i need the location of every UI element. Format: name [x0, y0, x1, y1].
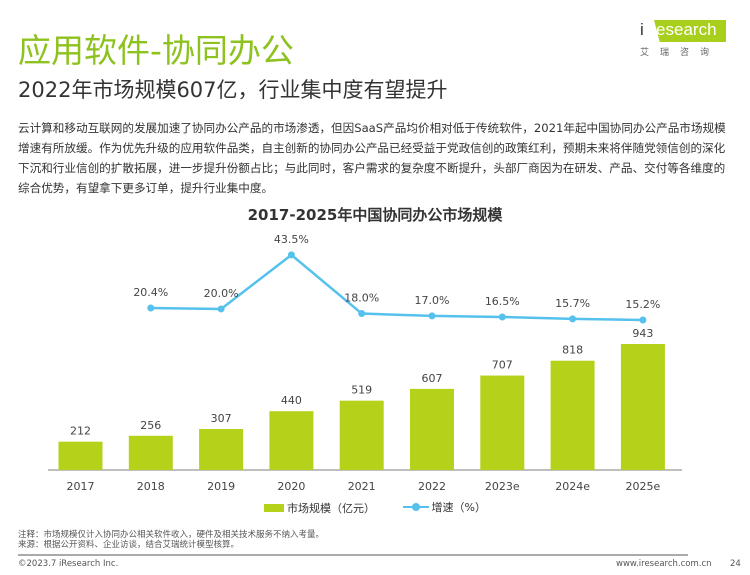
growth-point: [217, 305, 225, 313]
growth-value-label: 15.2%: [625, 298, 660, 311]
x-tick-label: 2024e: [555, 480, 590, 493]
growth-point: [639, 316, 647, 324]
bar-value-label: 212: [70, 425, 91, 438]
bar: [480, 375, 525, 470]
growth-value-label: 16.5%: [485, 295, 520, 308]
growth-value-label: 20.0%: [204, 287, 239, 300]
legend-bar-swatch: [264, 504, 285, 512]
legend-label: 市场规模（亿元）: [287, 502, 376, 515]
legend-label: 增速（%）: [431, 501, 486, 514]
growth-point: [428, 312, 436, 320]
bar: [199, 428, 244, 470]
chart-title: 2017-2025年中国协同办公市场规模: [247, 206, 503, 224]
x-tick-label: 2019: [207, 480, 235, 493]
growth-value-label: 20.4%: [133, 286, 168, 299]
growth-point: [498, 313, 506, 321]
bar-value-label: 943: [632, 327, 653, 340]
bar: [620, 344, 665, 470]
legend-line-swatch: [402, 502, 429, 512]
growth-value-label: 18.0%: [344, 292, 379, 305]
source-text: 来源：根据公开资料、企业访谈，结合艾瑞统计模型核算。: [18, 540, 240, 550]
notes: 注释：市场规模仅计入协同办公相关软件收入，硬件及相关技术服务不纳入考量。 来源：…: [18, 530, 324, 550]
growth-line: [150, 253, 643, 322]
copyright: ©2023.7 iResearch Inc.: [18, 559, 119, 569]
x-tick-label: 2017: [67, 480, 95, 493]
x-tick-label: 2020: [277, 480, 305, 493]
bar-value-label: 818: [562, 344, 583, 357]
bar-value-label: 607: [422, 372, 443, 385]
growth-value-label: 17.0%: [415, 294, 450, 307]
bar-value-label: 440: [281, 394, 302, 407]
x-tick-label: 2025e: [626, 480, 661, 493]
bar: [58, 441, 103, 470]
growth-point: [569, 315, 577, 323]
growth-point: [358, 310, 366, 318]
growth-value-label: 43.5%: [274, 233, 309, 246]
growth-point: [287, 251, 295, 259]
bar: [410, 388, 454, 470]
footer-divider: [18, 554, 688, 556]
note-text: 注释：市场规模仅计入协同办公相关软件收入，硬件及相关技术服务不纳入考量。: [18, 530, 325, 540]
page-subtitle: 2022年市场规模607亿，行业集中度有望提升: [18, 78, 448, 102]
x-tick-label: 2023e: [485, 480, 520, 493]
bar-value-label: 307: [211, 412, 232, 425]
iresearch-logo: iResearch 艾瑞咨询: [640, 18, 728, 58]
body-paragraph: 云计算和移动互联网的发展加速了协同办公产品的市场渗透，但因SaaS产品均价相对低…: [18, 121, 726, 195]
bar: [339, 400, 384, 470]
bar: [128, 435, 173, 470]
bar-value-label: 707: [492, 359, 513, 372]
legend-item-market-size: 市场规模（亿元）: [264, 500, 375, 516]
website-link: www.iresearch.com.cn: [616, 559, 712, 569]
legend-item-growth: 增速（%）: [402, 499, 486, 515]
bar-value-label: 519: [351, 384, 372, 397]
bar-value-label: 256: [140, 419, 161, 432]
page-number: 24: [730, 559, 741, 569]
x-tick-label: 2021: [348, 480, 376, 493]
chart-legend: 市场规模（亿元） 增速（%）: [0, 499, 750, 516]
bar: [550, 360, 595, 470]
growth-point: [147, 304, 155, 312]
combo-chart: 212 2017 256 2018 307 2019 440 2020 519 2021 607 20…: [48, 233, 682, 493]
growth-value-label: 15.7%: [555, 297, 590, 310]
bar: [269, 411, 314, 470]
x-tick-label: 2022: [418, 480, 446, 493]
page-title: 应用软件-协同办公: [18, 31, 294, 70]
x-tick-label: 2018: [137, 480, 165, 493]
